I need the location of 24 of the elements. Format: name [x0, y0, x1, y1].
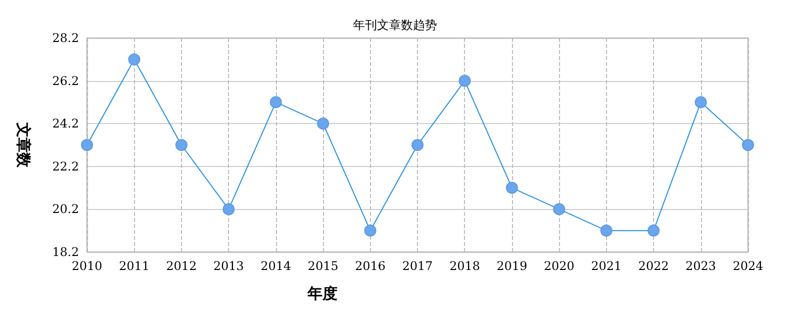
y-tick-label: 26.2: [52, 74, 79, 88]
x-tick-label: 2010: [72, 259, 102, 273]
y-tick-label: 24.2: [52, 116, 79, 131]
y-tick-label: 18.2: [52, 245, 79, 259]
x-tick-label: 2021: [591, 259, 622, 273]
y-tick-label: 22.2: [52, 159, 79, 174]
x-tick-label: 2011: [118, 259, 150, 273]
x-tick-label: 2019: [496, 259, 528, 273]
x-tick-label: 2012: [166, 259, 197, 273]
x-tick-label: 2022: [638, 259, 669, 273]
x-tick-label: 2015: [308, 259, 338, 273]
x-tick-label: 2024: [732, 259, 764, 273]
x-tick-label: 2013: [213, 259, 244, 273]
y-tick-label: 28.2: [52, 31, 79, 45]
x-tick-label: 2023: [686, 259, 716, 273]
y-tick-label: 20.2: [52, 202, 79, 216]
x-tick-label: 2017: [402, 259, 433, 273]
y-axis-title: 文章数: [14, 122, 32, 168]
x-axis-title: 年度: [306, 284, 338, 302]
x-tick-label: 2020: [544, 259, 574, 273]
x-tick-label: 2016: [355, 259, 386, 273]
x-tick-label: 2014: [260, 259, 292, 273]
x-tick-label: 2018: [449, 259, 480, 273]
chart-title: 年刊文章数趋势: [353, 18, 437, 32]
